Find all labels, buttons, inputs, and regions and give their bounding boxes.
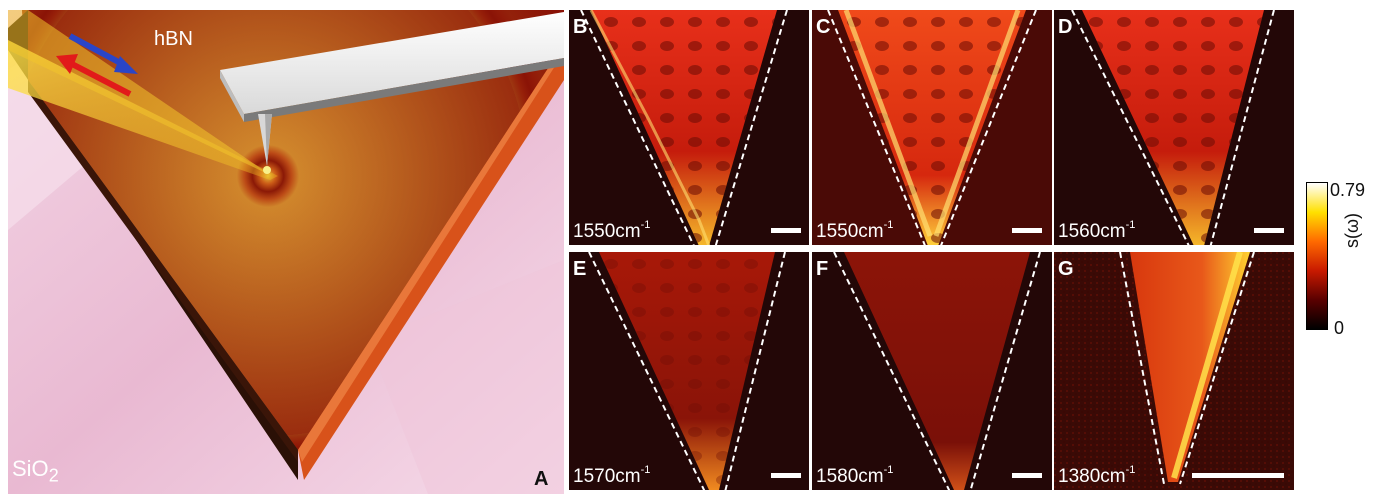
panel-d-scale-bar	[1254, 228, 1284, 233]
panel-c: C 1550cm-1	[812, 10, 1052, 245]
panel-e: E 1570cm-1	[569, 252, 809, 490]
panel-d: D 1560cm-1	[1054, 10, 1294, 245]
panel-b: B 1550cm-1	[569, 10, 809, 245]
panel-a-letter: A	[534, 468, 549, 490]
panel-d-letter: D	[1058, 16, 1073, 38]
panel-g-scale-bar	[1192, 473, 1284, 478]
colorbar-min-label: 0	[1334, 318, 1345, 338]
panel-g-wavenumber: 1380cm-1	[1058, 464, 1136, 487]
panel-c-wavenumber: 1550cm-1	[816, 219, 894, 242]
panel-b-scale-bar	[771, 228, 801, 233]
panel-g-image	[1054, 252, 1294, 490]
panel-f-letter: F	[816, 258, 829, 280]
panel-f-scale-bar	[1012, 473, 1042, 478]
colorbar-axis-label: s(ω)	[1342, 212, 1362, 248]
hbn-triangle-illustration	[8, 10, 564, 494]
panel-b-wavenumber: 1550cm-1	[573, 219, 651, 242]
panel-g-letter: G	[1058, 258, 1074, 280]
panel-c-letter: C	[816, 16, 831, 38]
panel-b-letter: B	[573, 16, 588, 38]
panel-e-scale-bar	[771, 473, 801, 478]
hbn-label: hBN	[154, 28, 193, 50]
panel-e-image	[588, 252, 786, 490]
panel-a-illustration: hBN SiO2 A	[8, 10, 564, 494]
panel-d-image	[1071, 10, 1275, 245]
colorbar-gradient	[1307, 183, 1327, 329]
panel-e-letter: E	[573, 258, 587, 280]
sio2-label: SiO2	[12, 456, 59, 486]
panel-c-scale-bar	[1012, 228, 1042, 233]
colorbar-max-label: 0.79	[1330, 180, 1366, 200]
panel-f: F 1580cm-1	[812, 252, 1052, 490]
panel-d-wavenumber: 1560cm-1	[1058, 219, 1136, 242]
panel-g: G 1380cm-1	[1054, 252, 1294, 490]
panel-f-image	[833, 252, 1041, 490]
colorbar	[1306, 182, 1328, 330]
panel-e-wavenumber: 1570cm-1	[573, 464, 651, 487]
panel-c-image	[827, 10, 1037, 245]
panel-b-image	[580, 10, 788, 245]
panel-f-wavenumber: 1580cm-1	[816, 464, 894, 487]
